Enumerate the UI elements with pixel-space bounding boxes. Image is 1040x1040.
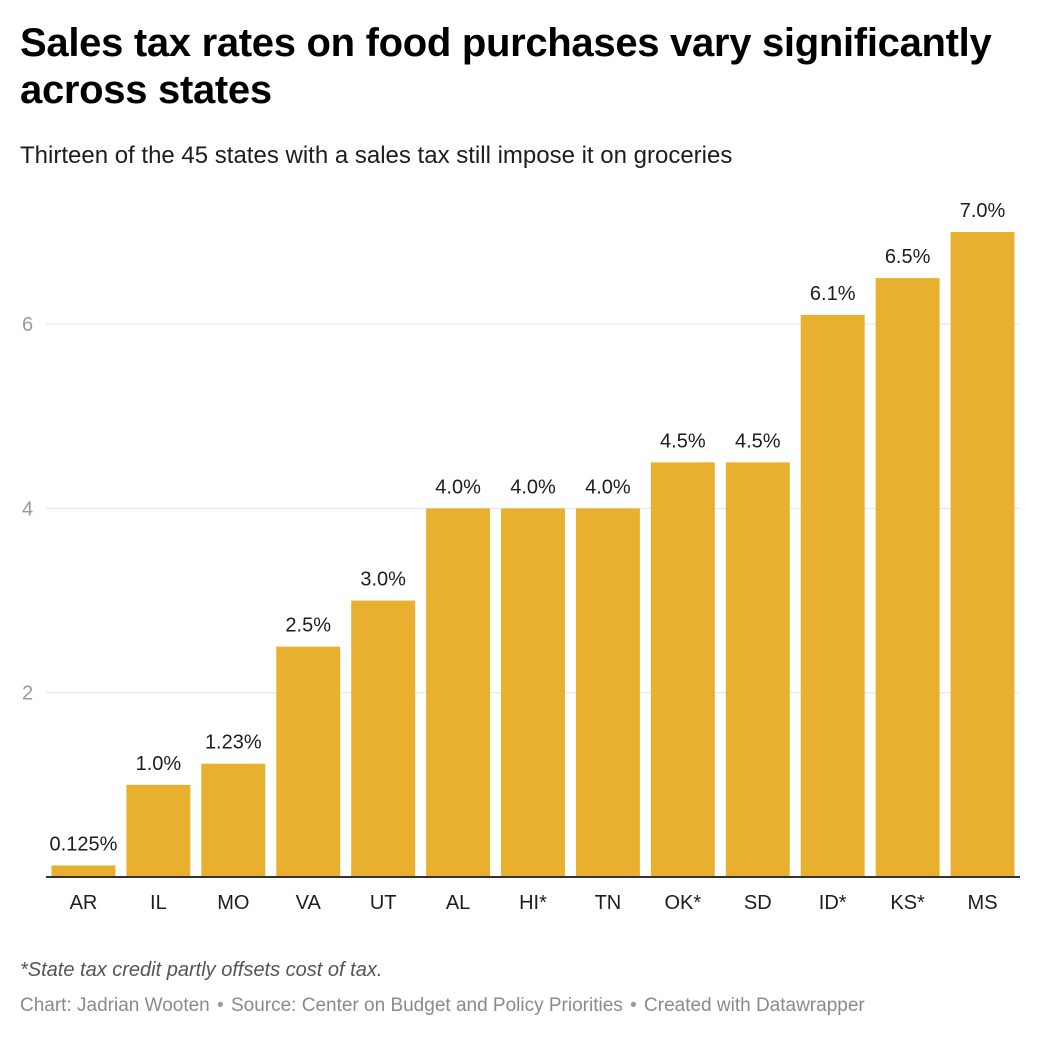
- x-tick-label: HI*: [519, 892, 547, 914]
- y-tick-label: 2: [22, 683, 33, 705]
- value-label: 3.0%: [360, 569, 406, 591]
- bar-va: [276, 646, 341, 877]
- value-label: 4.0%: [510, 476, 556, 498]
- chart-title: Sales tax rates on food purchases vary s…: [20, 21, 992, 112]
- chart-footer: Chart: Jadrian Wooten • Source: Center o…: [20, 992, 865, 1020]
- bar-ks: [875, 278, 940, 878]
- value-label: 6.1%: [810, 283, 856, 305]
- x-tick-label: VA: [296, 892, 322, 914]
- bar-ut: [351, 600, 416, 877]
- x-tick-label: ID*: [819, 892, 847, 914]
- x-tick-label: MO: [217, 892, 249, 914]
- value-label: 4.5%: [735, 430, 781, 452]
- chart-credit: Chart: Jadrian Wooten: [20, 995, 210, 1016]
- x-tick-label: IL: [150, 892, 167, 914]
- value-label: 4.0%: [435, 476, 481, 498]
- value-label: 0.125%: [50, 833, 118, 855]
- bar-ms: [950, 232, 1015, 877]
- y-tick-label: 6: [22, 314, 33, 336]
- value-label: 1.23%: [205, 732, 262, 754]
- x-tick-label: SD: [744, 892, 772, 914]
- bar-ok: [650, 462, 715, 877]
- value-label: 7.0%: [960, 200, 1006, 222]
- chart-subtitle: Thirteen of the 45 states with a sales t…: [20, 142, 733, 169]
- x-tick-label: UT: [370, 892, 397, 914]
- x-tick-label: OK*: [665, 892, 702, 914]
- value-label: 4.0%: [585, 476, 631, 498]
- y-tick-label: 4: [22, 498, 33, 520]
- tool-credit: Created with Datawrapper: [644, 995, 865, 1016]
- x-tick-label: KS*: [890, 892, 925, 914]
- x-tick-label: TN: [595, 892, 622, 914]
- bar-hi: [501, 508, 565, 877]
- x-tick-label: AR: [70, 892, 98, 914]
- bar-ar: [51, 865, 116, 877]
- footer-separator: •: [630, 995, 637, 1016]
- bar-al: [426, 508, 491, 877]
- source-credit: Source: Center on Budget and Policy Prio…: [230, 995, 623, 1016]
- footer-separator: •: [217, 995, 224, 1016]
- chart-notes: *State tax credit partly offsets cost of…: [20, 959, 383, 981]
- bar-mo: [201, 763, 266, 877]
- bar-sd: [725, 462, 790, 877]
- x-axis-tick-labels: AR IL MO VA UT AL HI* TN OK* SD ID* KS* MS: [70, 892, 998, 914]
- bar-id: [800, 314, 865, 877]
- x-tick-label: MS: [968, 892, 998, 914]
- x-tick-label: AL: [446, 892, 470, 914]
- bar-tn: [575, 508, 640, 877]
- value-labels: 0.125% 1.0% 1.23% 2.5% 3.0% 4.0% 4.0% 4.0% 4.5% 4…: [50, 200, 1006, 855]
- value-label: 2.5%: [285, 615, 331, 637]
- value-label: 6.5%: [885, 246, 931, 268]
- value-label: 4.5%: [660, 430, 706, 452]
- bars: [51, 232, 1015, 878]
- bar-il: [126, 784, 191, 877]
- value-label: 1.0%: [136, 753, 182, 775]
